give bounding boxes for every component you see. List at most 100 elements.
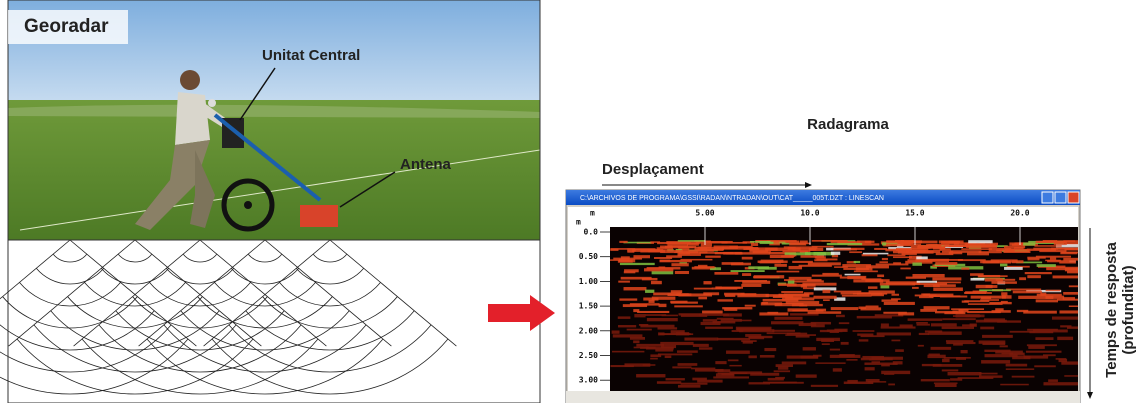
reflection (737, 293, 769, 298)
reflection (893, 250, 910, 254)
reflection (928, 331, 962, 335)
wavefront-arc (163, 324, 367, 373)
reflection (633, 309, 640, 313)
wavefront-arc (312, 253, 348, 263)
reflection (653, 257, 673, 259)
min-button[interactable] (1041, 191, 1054, 204)
reflection (1011, 375, 1035, 378)
reflection (1001, 352, 1014, 355)
reflection (1018, 295, 1054, 299)
reflection (1063, 257, 1078, 261)
reflection (1024, 272, 1052, 275)
reflection (757, 266, 777, 270)
reflection (979, 242, 992, 246)
reflection (700, 321, 721, 326)
reflection (928, 258, 963, 261)
reflection (942, 318, 976, 321)
reflection (1045, 259, 1061, 262)
reflection (874, 247, 888, 250)
reflection (980, 260, 1000, 264)
reflection (1027, 275, 1041, 279)
reflection (724, 294, 736, 297)
reflection (692, 377, 707, 381)
wavefront-arc (0, 310, 155, 351)
reflection (979, 372, 998, 375)
reflection (664, 355, 672, 359)
x-ruler (610, 207, 1078, 227)
reflection (946, 342, 976, 345)
reflection (942, 250, 954, 253)
reflection (995, 278, 1016, 281)
reflection (856, 315, 892, 319)
reflection (1000, 383, 1029, 386)
reflection (907, 318, 943, 321)
reflection (847, 243, 880, 246)
reflection (941, 369, 959, 372)
reflection (1042, 354, 1056, 357)
reflection (847, 379, 858, 383)
reflection (748, 382, 771, 385)
reflection (680, 382, 708, 385)
reflection (723, 313, 742, 317)
reflection (1016, 309, 1029, 313)
wavefront-edge (134, 239, 262, 347)
reflection (912, 262, 922, 266)
reflection (651, 296, 676, 300)
reflection (934, 383, 957, 388)
reflection (833, 248, 857, 251)
reflection (833, 290, 862, 293)
reflection (650, 241, 661, 243)
reflection (674, 305, 703, 308)
reflection (680, 314, 708, 317)
reflection (641, 277, 658, 281)
reflection (640, 324, 675, 328)
close-button[interactable] (1067, 191, 1080, 204)
reflection (650, 357, 658, 360)
reflection (891, 293, 900, 296)
reflection (830, 307, 859, 311)
wavefront-edge (0, 239, 71, 300)
reflection (760, 259, 784, 263)
reflection (836, 314, 845, 318)
reflection (965, 314, 985, 318)
max-button[interactable] (1054, 191, 1067, 204)
reflection (1009, 352, 1025, 356)
reflection (853, 270, 878, 273)
reflection (995, 350, 1023, 354)
reflection (726, 252, 743, 255)
wavefront-arc (98, 324, 302, 373)
reflection (1061, 361, 1078, 365)
reflection (979, 375, 1003, 378)
reflection (822, 272, 839, 276)
scrollbar[interactable] (566, 391, 1080, 403)
reflection (643, 297, 659, 301)
reflection (1066, 326, 1078, 329)
reflection (786, 283, 816, 287)
reflection (672, 366, 692, 369)
reflection (790, 242, 811, 245)
reflection (729, 371, 763, 375)
reflection (670, 330, 685, 334)
reflection (706, 240, 733, 243)
reflection (784, 252, 811, 256)
reflection (692, 343, 709, 347)
reflection (798, 322, 817, 327)
reflection (930, 323, 957, 327)
heading: Radagrama (807, 116, 889, 133)
reflection (1049, 257, 1057, 260)
reflection (1045, 289, 1061, 292)
reflection (720, 318, 742, 322)
reflection (1012, 290, 1042, 294)
reflection (730, 270, 765, 273)
reflection (659, 333, 691, 336)
reflection (813, 251, 835, 256)
reflection (1026, 248, 1056, 251)
reflection (803, 292, 814, 295)
reflection (891, 298, 901, 300)
reflection (1006, 288, 1042, 291)
reflection (881, 299, 898, 302)
reflection (815, 308, 827, 312)
wavefront-edge (203, 239, 331, 347)
reflection (916, 323, 930, 326)
reflection (702, 310, 723, 314)
